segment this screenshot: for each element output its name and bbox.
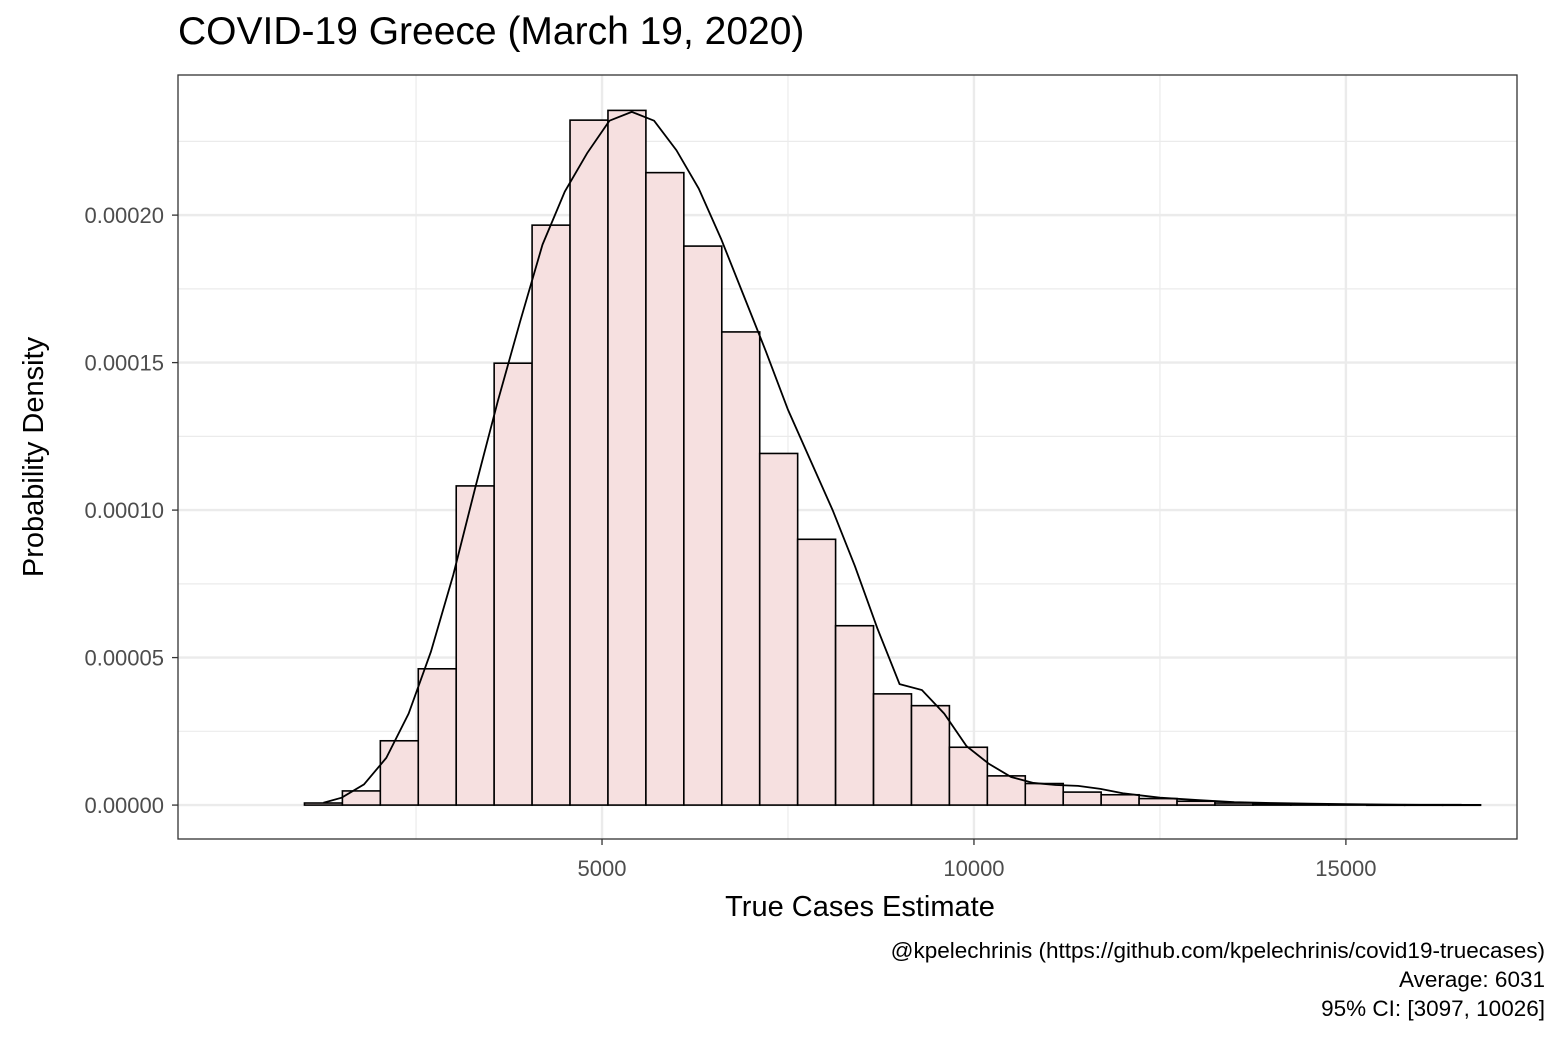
histogram-bar [531, 224, 571, 806]
histogram-bar [417, 667, 458, 806]
histogram-bar [1100, 793, 1140, 806]
y-tick-label: 0.00015 [84, 351, 164, 376]
y-axis-title: Probability Density [18, 336, 50, 577]
histogram-bar [948, 746, 989, 806]
histogram-bar [1062, 791, 1102, 806]
caption-confidence-interval: 95% CI: [3097, 10026] [1321, 996, 1545, 1021]
x-axis: 5000 10000 15000 [578, 839, 1376, 881]
histogram-bar [758, 452, 799, 806]
histogram-bar [379, 739, 420, 806]
y-axis: 0.00000 0.00005 0.00010 0.00015 0.00020 [84, 203, 178, 818]
histogram-bar [1176, 800, 1216, 806]
histogram-bar [796, 538, 837, 806]
x-tick-label: 15000 [1315, 856, 1376, 881]
x-axis-title: True Cases Estimate [725, 891, 995, 923]
histogram-bar [569, 119, 609, 806]
histogram-bar [493, 362, 533, 806]
histogram-bar [720, 331, 761, 806]
x-tick-label: 5000 [578, 856, 627, 881]
histogram-bar [645, 171, 685, 806]
y-tick-label: 0.00000 [84, 793, 164, 818]
y-tick-label: 0.00005 [84, 646, 164, 671]
histogram-bar [683, 245, 723, 806]
histogram-bar [607, 109, 647, 806]
panel-border [177, 74, 1518, 840]
caption-average: Average: 6031 [1399, 967, 1545, 992]
y-tick-label: 0.00010 [84, 498, 164, 523]
histogram-bar [834, 624, 875, 806]
histogram-bar [1024, 782, 1065, 806]
density-curve [323, 110, 1462, 806]
histogram-bars [303, 109, 1482, 807]
histogram-bar [910, 704, 951, 806]
histogram-bar [986, 775, 1027, 806]
histogram-bar [1138, 797, 1178, 806]
chart-title: COVID-19 Greece (March 19, 2020) [178, 10, 805, 53]
y-tick-label: 0.00020 [84, 203, 164, 228]
caption-attribution: @kpelechrinis (https://github.com/kpelec… [890, 938, 1545, 963]
histogram-bar [303, 802, 344, 806]
histogram-bar [455, 485, 495, 806]
x-tick-label: 10000 [943, 856, 1004, 881]
histogram-bar [872, 693, 913, 806]
